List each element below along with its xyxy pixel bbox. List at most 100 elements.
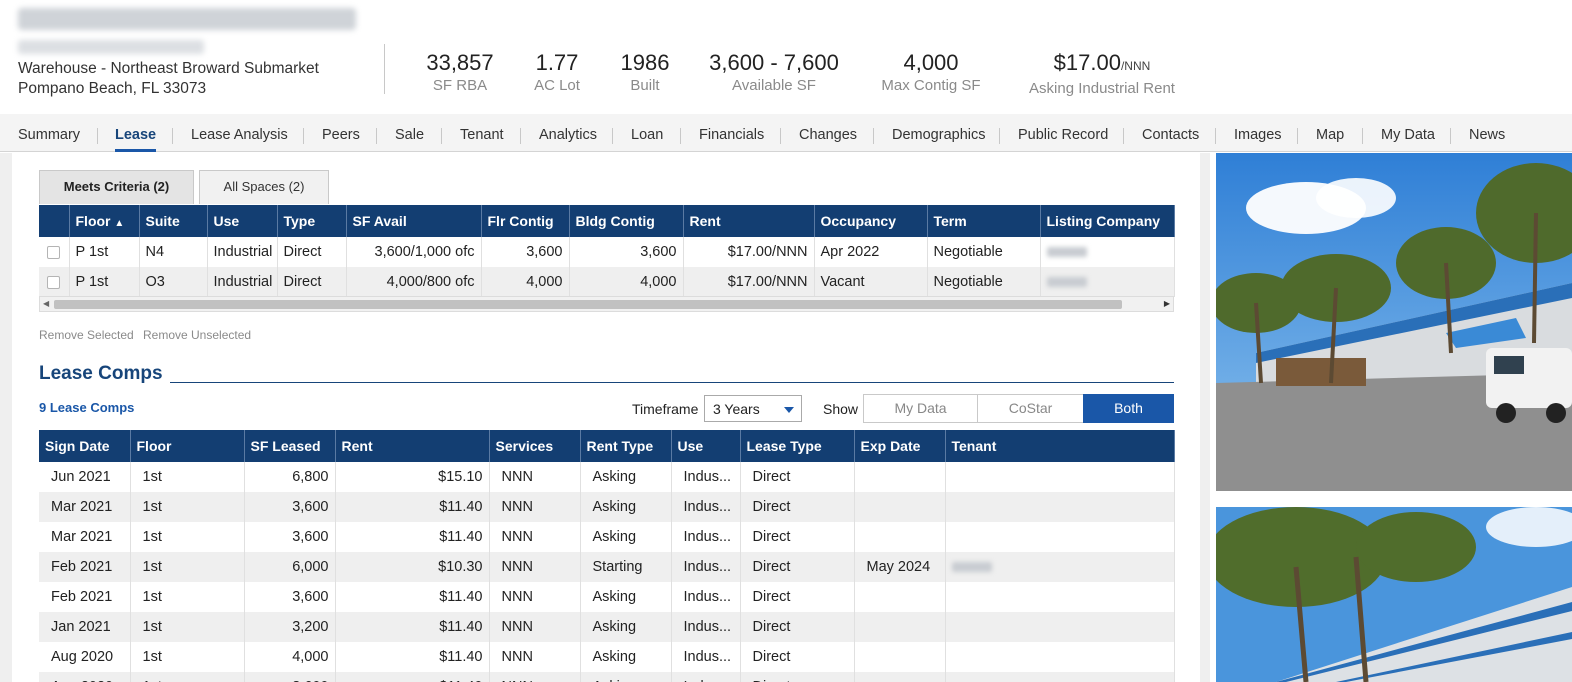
cell-bldg-contig: 4,000 [569, 267, 684, 297]
cell-lease-type: Direct [740, 642, 855, 672]
tab-all-spaces[interactable]: All Spaces (2) [199, 170, 329, 204]
column-header-listing-company[interactable]: Listing Company [1040, 205, 1175, 237]
cell-exp-date [854, 672, 946, 682]
cell-rent-type: Asking [580, 672, 672, 682]
cell-use: Indus... [671, 492, 741, 522]
nav-separator [1362, 128, 1363, 144]
column-header-occupancy[interactable]: Occupancy [814, 205, 928, 237]
tab-my-data[interactable]: My Data [1381, 127, 1435, 143]
tab-lease[interactable]: Lease [115, 127, 157, 152]
table-row[interactable]: P 1st O3 Industrial Direct 4,000/800 ofc… [39, 267, 1175, 297]
show-both-toggle[interactable]: Both [1083, 394, 1174, 423]
table-row[interactable]: P 1st N4 Industrial Direct 3,600/1,000 o… [39, 237, 1175, 267]
column-header-term[interactable]: Term [927, 205, 1041, 237]
tab-analytics[interactable]: Analytics [539, 127, 598, 143]
table-row[interactable]: Aug 2020 1st 4,000 $11.40 NNN Asking Indus... D… [39, 642, 1175, 672]
scroll-left-arrow-icon[interactable]: ◀ [43, 299, 50, 308]
column-header-use[interactable]: Use [207, 205, 278, 237]
nav-separator [612, 128, 613, 144]
cell-exp-date [854, 612, 946, 642]
column-header-tenant[interactable]: Tenant [945, 430, 1175, 462]
timeframe-select[interactable]: 3 Years [704, 395, 802, 422]
column-header-sf-leased[interactable]: SF Leased [244, 430, 336, 462]
timeframe-label: Timeframe [632, 401, 699, 417]
column-header-services[interactable]: Services [489, 430, 581, 462]
tab-sale[interactable]: Sale [395, 127, 425, 143]
property-photo-1[interactable] [1216, 153, 1572, 491]
row-checkbox[interactable] [47, 245, 61, 259]
column-header-sign-date[interactable]: Sign Date [39, 430, 131, 462]
property-photo-2[interactable] [1216, 507, 1572, 682]
cell-floor: 1st [130, 642, 245, 672]
nav-separator [97, 128, 98, 144]
nav-separator [303, 128, 304, 144]
scrollbar-thumb[interactable] [54, 300, 1122, 309]
stat-sf-rba: 33,857 SF RBA [426, 50, 494, 94]
stat-built: 1986 Built [620, 50, 670, 94]
table-header-row: Sign Date Floor SF Leased Rent Services … [39, 430, 1175, 462]
column-header-floor[interactable]: Floor [130, 430, 245, 462]
cell-sign-date: Mar 2021 [39, 492, 131, 522]
nav-separator [1123, 128, 1124, 144]
table-row[interactable]: Feb 2021 1st 3,600 $11.40 NNN Asking Indus... D… [39, 582, 1175, 612]
scroll-right-arrow-icon[interactable]: ▶ [1163, 299, 1170, 308]
table-row[interactable]: Mar 2021 1st 3,600 $11.40 NNN Asking Indus... D… [39, 492, 1175, 522]
cell-services: NNN [489, 582, 581, 612]
column-header-rent[interactable]: Rent [335, 430, 490, 462]
listing-company-redacted [1046, 247, 1087, 258]
cell-sf-leased: 3,600 [244, 582, 336, 612]
show-costar-toggle[interactable]: CoStar [977, 394, 1084, 423]
tab-changes[interactable]: Changes [799, 127, 858, 143]
cell-sign-date: Feb 2021 [39, 582, 131, 612]
cell-sf-leased: 3,600 [244, 672, 336, 682]
remove-unselected-link[interactable]: Remove Unselected [143, 328, 252, 342]
column-header-lease-type[interactable]: Lease Type [740, 430, 855, 462]
tab-tenant[interactable]: Tenant [460, 127, 504, 143]
nav-separator [376, 128, 377, 144]
spaces-horizontal-scrollbar[interactable]: ◀ ▶ [39, 296, 1174, 312]
column-header-suite[interactable]: Suite [139, 205, 208, 237]
cell-exp-date: May 2024 [854, 552, 946, 582]
tab-meets-criteria[interactable]: Meets Criteria (2) [39, 170, 194, 204]
column-header-use[interactable]: Use [671, 430, 741, 462]
table-row[interactable]: Jan 2021 1st 3,200 $11.40 NNN Asking Indus... D… [39, 612, 1175, 642]
column-header-sf-avail[interactable]: SF Avail [346, 205, 482, 237]
table-row[interactable]: Jun 2021 1st 6,800 $15.10 NNN Asking Indus... D… [39, 462, 1175, 492]
rent-unit: /NNN [1120, 59, 1151, 73]
stat-ac-lot: 1.77 AC Lot [534, 50, 580, 94]
tab-public-record[interactable]: Public Record [1018, 127, 1109, 143]
row-checkbox[interactable] [47, 275, 61, 289]
cell-exp-date [854, 522, 946, 552]
table-row[interactable]: Feb 2021 1st 6,000 $10.30 NNN Starting Indus..… [39, 552, 1175, 582]
tab-news[interactable]: News [1469, 127, 1506, 143]
column-header-bldg-contig[interactable]: Bldg Contig [569, 205, 684, 237]
table-row[interactable]: Mar 2021 1st 3,600 $11.40 NNN Asking Indus... D… [39, 522, 1175, 552]
tab-map[interactable]: Map [1316, 127, 1345, 143]
cell-sf-leased: 6,800 [244, 462, 336, 492]
cell-services: NNN [489, 642, 581, 672]
cell-sf-avail: 4,000/800 ofc [346, 267, 482, 297]
column-header-rent[interactable]: Rent [683, 205, 815, 237]
column-header-floor[interactable]: Floor ▲ [69, 205, 140, 237]
tab-lease-analysis[interactable]: Lease Analysis [191, 127, 288, 143]
stat-max-contig-sf: 4,000 Max Contig SF [881, 50, 981, 94]
tab-images[interactable]: Images [1234, 127, 1282, 143]
column-header-rent-type[interactable]: Rent Type [580, 430, 672, 462]
tab-demographics[interactable]: Demographics [892, 127, 986, 143]
column-header-exp-date[interactable]: Exp Date [854, 430, 946, 462]
tab-summary[interactable]: Summary [18, 127, 81, 143]
tab-peers[interactable]: Peers [322, 127, 360, 143]
tab-financials[interactable]: Financials [699, 127, 765, 143]
remove-selected-link[interactable]: Remove Selected [39, 328, 134, 342]
column-header-flr-contig[interactable]: Flr Contig [481, 205, 570, 237]
cell-listing-company [1040, 237, 1175, 267]
property-city: Pompano Beach, FL 33073 [18, 80, 207, 97]
cell-suite: N4 [139, 237, 208, 267]
table-row[interactable]: Aug 20201st3,600$11.40NNNAskingIndus...D… [39, 672, 1175, 682]
lease-comps-count-link[interactable]: 9 Lease Comps [39, 400, 135, 415]
show-my-data-toggle[interactable]: My Data [863, 394, 978, 423]
tab-loan[interactable]: Loan [631, 127, 664, 143]
column-header-type[interactable]: Type [277, 205, 347, 237]
cell-floor: 1st [130, 552, 245, 582]
tab-contacts[interactable]: Contacts [1142, 127, 1200, 143]
